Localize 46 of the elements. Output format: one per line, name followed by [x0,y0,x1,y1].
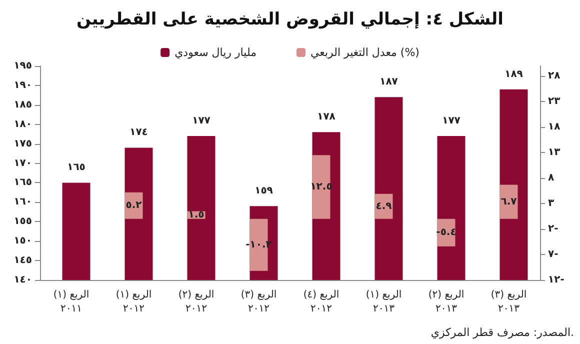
y-tick-label: ١٤٥ [14,255,32,266]
data-label: ١٧٧ [442,116,460,127]
data-label: ١.٥ [188,210,204,221]
y-tick-label: ١٨٥ [14,99,32,110]
x-tick-label: الربع (١) ٢٠١٢ [116,290,152,314]
x-tick-label: الربع (١) ٢٠١١ [53,290,90,314]
y-tick-label: ١٦٥ [14,177,32,188]
data-label: ٥.٢ [126,200,142,212]
x-tick-label: الربع (٣) ٢٠١٣ [490,290,527,314]
y-tick-label: ١٥٠ [14,236,32,247]
y-tick-label: ١٤٠ [14,274,32,286]
x-tick-label: الربع (٢) ٢٠١٣ [428,290,464,314]
y-tick-label: ١٨٠ [14,118,32,130]
data-label: ١٧٨ [317,112,336,123]
data-label: ١٥٩ [254,186,273,197]
data-label: ٤.٩ [376,200,392,212]
y2-tick-label: ٢- [548,224,558,235]
data-label: ١٧٧ [192,116,210,127]
x-tick-label: الربع (٣) ٢٠١٢ [240,290,277,314]
data-label: ٦.٧ [500,196,517,208]
y-tick-label: ١٥٥ [14,216,32,228]
y-tick-label: ١٧٥ [14,138,32,150]
data-label: ١٧٤ [130,127,148,138]
y-tick-label: ١٧٠ [14,158,32,169]
legend-label: معدل التغير الربعي (%) [310,46,420,59]
y2-tick-label: ١٨ [548,122,560,133]
x-tick-label: الربع (٢) ٢٠١٢ [178,290,214,314]
legend-label: مليار ريال سعودي [174,46,257,59]
text: المصدر: مصرف قطر المركزي. [430,326,574,339]
y2-tick-label: ٨ [548,172,554,184]
bar [500,184,518,219]
y2-tick-label: ٢٨ [548,70,560,82]
y-tick-label: ١٩٥ [14,60,32,72]
x-tick-label: الربع (٤) ٢٠١٢ [303,290,340,314]
y2-tick-label: ٣ [548,198,554,210]
y2-tick-label: ٢٣ [548,96,560,108]
y2-tick-label: ٧- [548,249,558,260]
y-tick-label: ١٩٠ [14,80,32,91]
y-tick-label: ١٦٠ [14,196,32,208]
data-label: ١٨٧ [380,76,398,88]
x-tick-label: الربع (١) ٢٠١٣ [366,290,402,314]
y2-tick-label: ١٢- [548,274,564,286]
data-label: ١٨٩ [504,68,523,80]
data-label: ١٦٥ [67,162,86,174]
y2-tick-label: ١٣ [548,147,560,158]
chart-title: الشكل ٤: إجمالي القروض الشخصية على القطريين [76,10,504,30]
